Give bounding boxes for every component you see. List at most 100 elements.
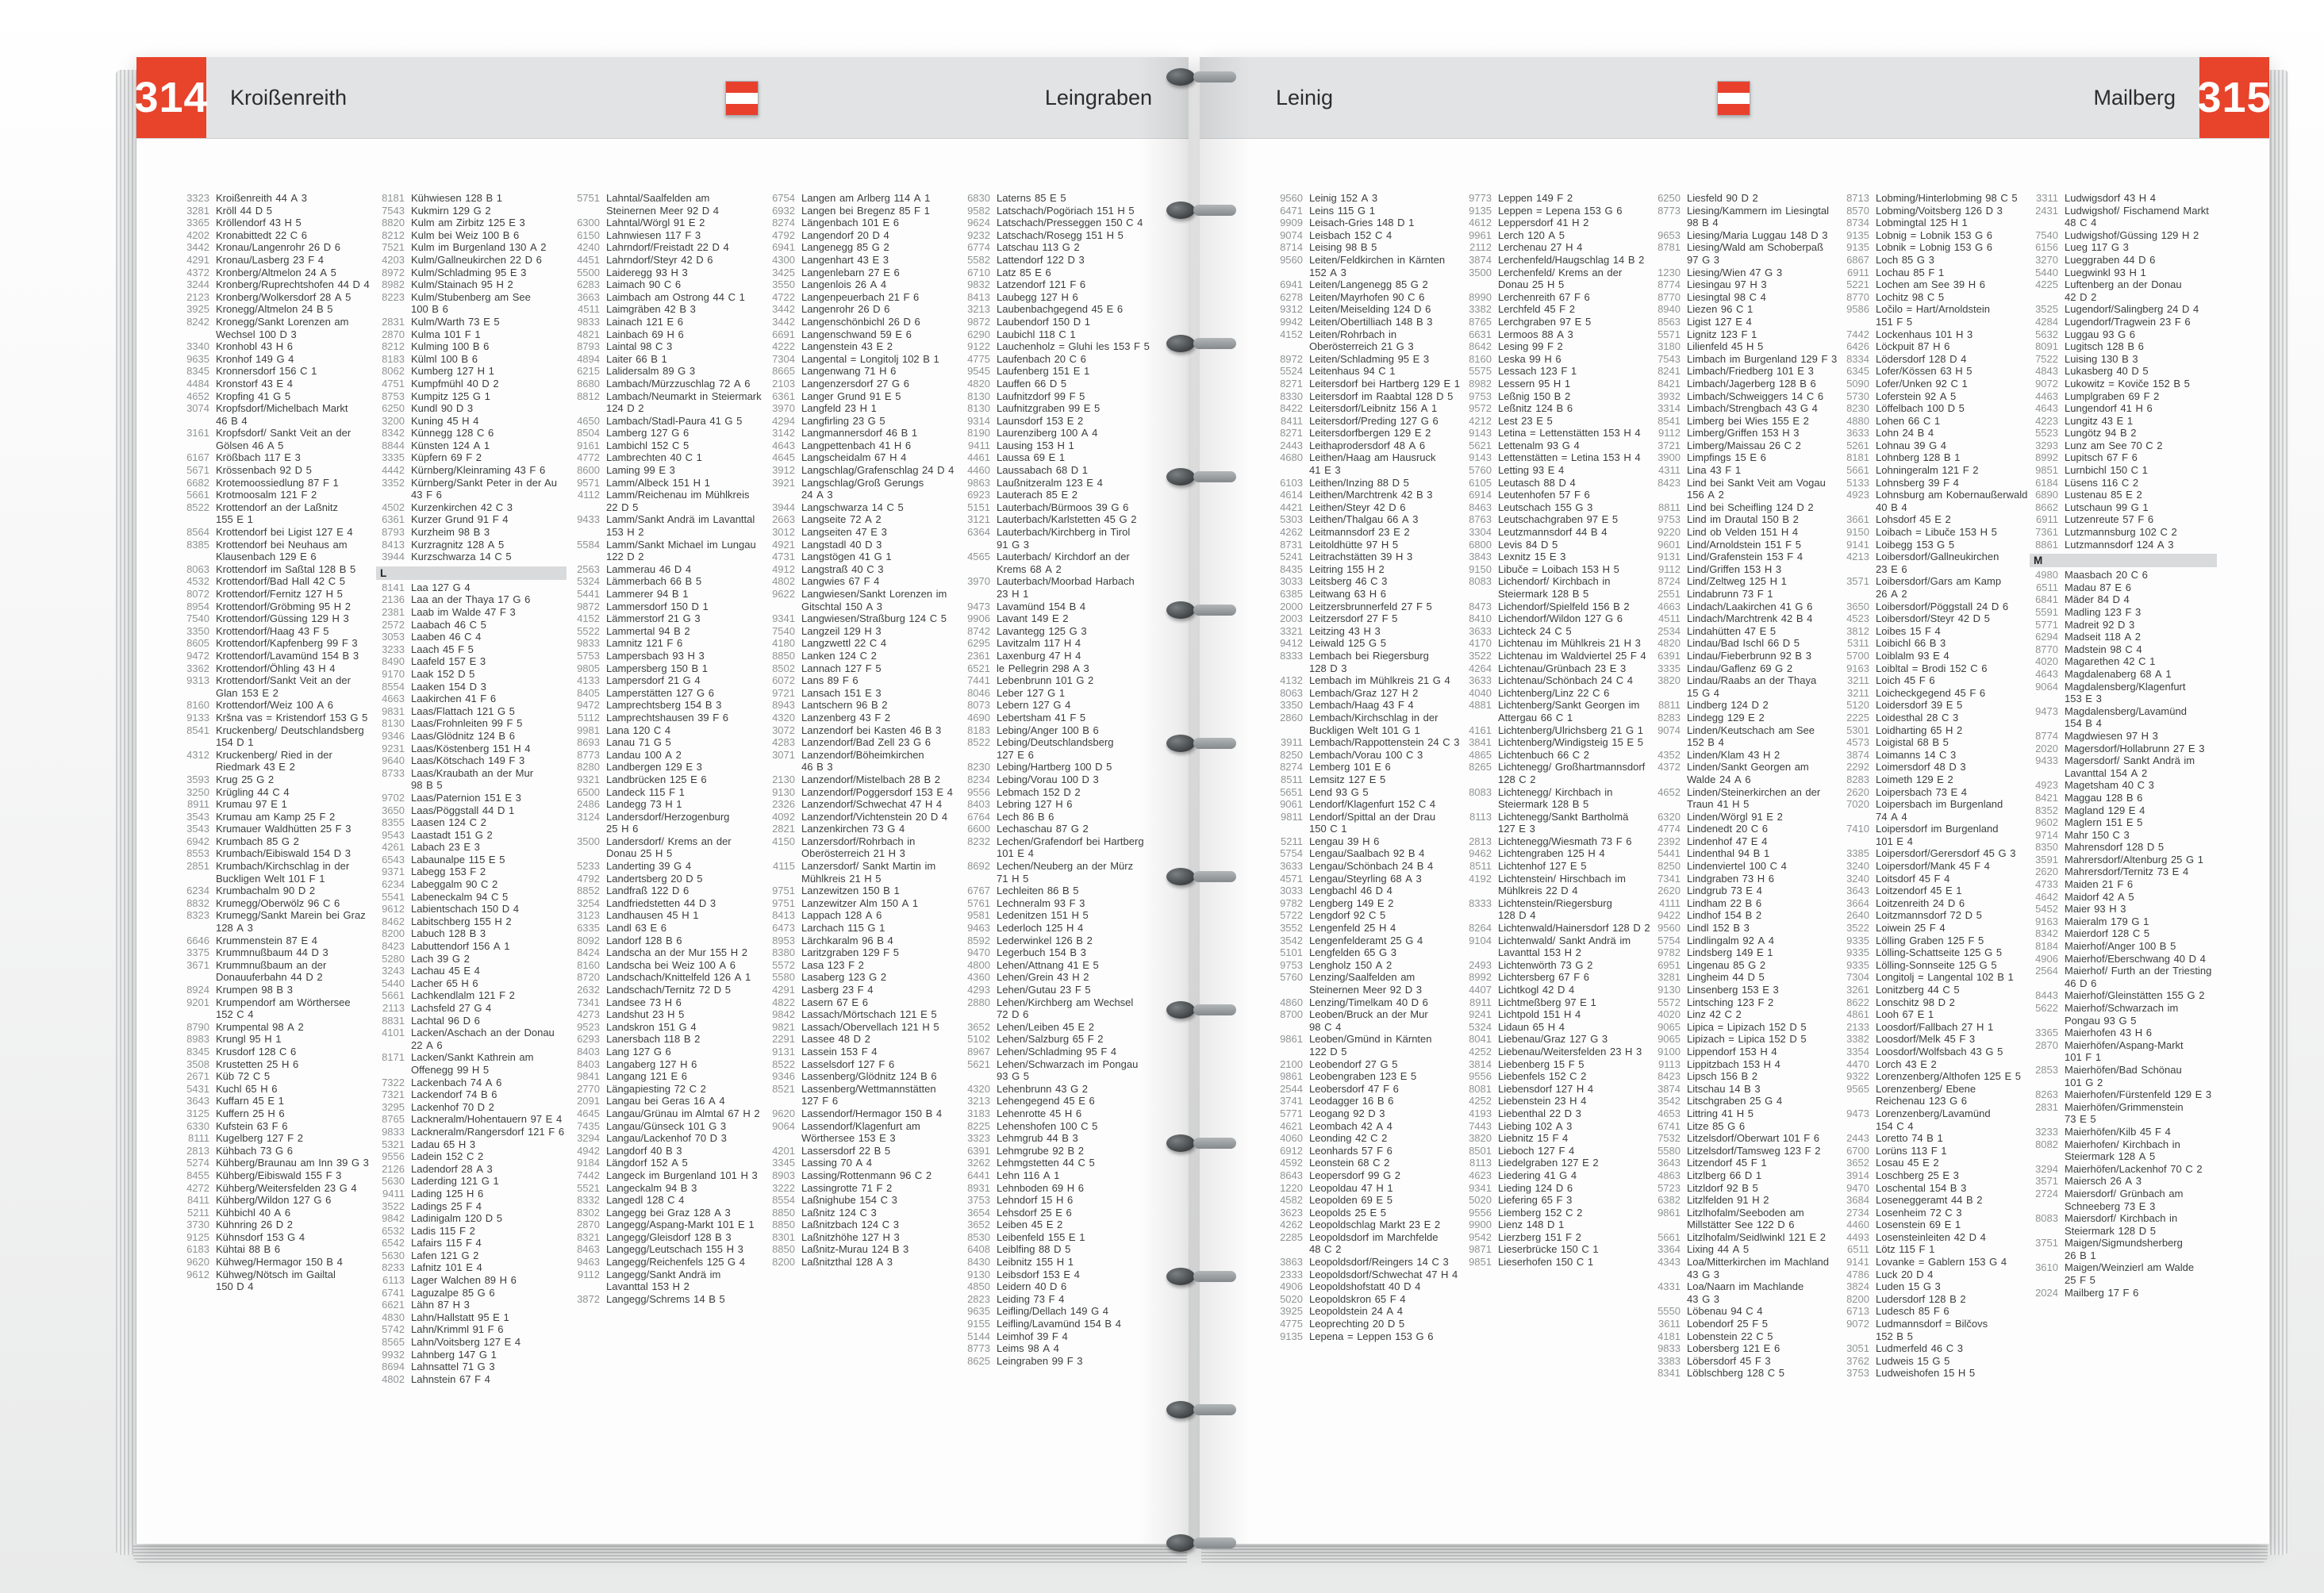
postal-code: 3323 [967, 1132, 990, 1145]
place-name: Lichtenberg/Sankt Georgen im Attergau 66… [1498, 699, 1640, 724]
index-entry: 3211 Loich 45 F 6 [1841, 674, 2028, 687]
postal-code: 2020 [2035, 742, 2058, 754]
place-name: Lofer/Unken 92 C 1 [1876, 377, 1968, 390]
postal-code: 9170 [382, 667, 405, 680]
place-name: Lorüns 113 F 1 [1876, 1144, 1947, 1157]
place-name: Loitzendorf 45 E 1 [1876, 885, 1962, 897]
place-name: Lambrechten 40 C 1 [606, 451, 702, 464]
index-entry: 6473 Larchach 115 G 1 [766, 922, 957, 935]
index-entry: 8622 Lonschitz 98 D 2 [1841, 996, 2028, 1009]
index-entry: 8413 Lappach 128 A 6 [766, 909, 957, 922]
index-entry: 8265 Lichtenegg/ Großhartmannsdorf 128 C … [1463, 761, 1650, 785]
index-entry: 6621 Lähn 87 H 3 [376, 1299, 567, 1311]
index-entry: 2020 Magersdorf/Hollabrunn 27 E 3 [2030, 743, 2217, 755]
postal-code: 9463 [577, 1256, 600, 1269]
index-entry: 8072 Krottendorf/Fernitz 127 H 5 [181, 588, 371, 601]
index-entry: 3812 Loibes 15 F 4 [1841, 625, 2028, 638]
index-entry: 8092 Landorf 128 B 6 [571, 935, 762, 947]
index-entry: 8062 Kumberg 127 H 1 [376, 365, 567, 378]
place-name: Kronberg/Ruprechtshofen 44 D 4 [216, 278, 370, 291]
index-entry: 8403 Lebring 127 H 6 [962, 798, 1152, 811]
place-name: Limbach/Jagerberg 128 B 6 [1687, 377, 1816, 390]
postal-code: 2831 [382, 315, 405, 328]
postal-code: 2326 [772, 798, 795, 811]
index-entry: 9932 Lahnberg 147 G 1 [376, 1349, 567, 1361]
place-name: Langen bei Bregenz 85 F 1 [801, 204, 930, 217]
index-entry: 6682 Krotemoossiedlung 87 F 1 [181, 477, 371, 489]
index-entry: 9753 Leßnig 150 B 2 [1463, 390, 1650, 403]
place-name: Lettenstätten = Letina 153 H 4 [1498, 451, 1641, 464]
place-name: Lengau 39 H 6 [1309, 835, 1380, 847]
index-entry: 3843 Lexnitz 15 E 3 [1463, 551, 1650, 563]
index-entry: 9620 Lassendorf/Hermagor 150 B 4 [766, 1107, 957, 1120]
place-name: Leiblfing 88 D 5 [997, 1243, 1071, 1256]
index-entry: 7321 Lackendorf 74 B 6 [376, 1088, 567, 1101]
index-entry: 3354 Loosdorf/Wolfsbach 43 G 5 [1841, 1046, 2028, 1058]
place-name: Landfraß 122 D 6 [606, 885, 690, 897]
place-name: Lichtenau/Schönbach 24 C 4 [1498, 674, 1633, 687]
index-entry: 4621 Leombach 42 A 4 [1274, 1120, 1462, 1133]
postal-code: 8062 [382, 365, 405, 378]
postal-code: 8422 [1280, 402, 1303, 415]
index-entry: 8212 Kulming 100 B 6 [376, 340, 567, 353]
postal-code: 8264 [1469, 922, 1492, 935]
index-entry: 4680 Leithen/Haag am Hausruck 41 E 3 [1274, 451, 1462, 476]
place-name: Lasberg 23 F 4 [801, 984, 874, 996]
place-name: Leiten/Meiselding 124 D 6 [1309, 303, 1431, 316]
index-entry: 4923 Magetsham 40 C 3 [2030, 779, 2217, 792]
index-entry: 3323 Lehmgrub 44 B 3 [962, 1132, 1152, 1145]
place-name: Löffelbach 100 D 5 [1876, 402, 1965, 415]
place-name: Lauterbach/Moorbad Harbach 23 H 1 [997, 575, 1135, 600]
index-column: 9773 Leppen 149 F 2 9135 Leppen = Lepena 15… [1463, 192, 1650, 1496]
index-entry: 5020 Leopoldskron 65 F 4 [1274, 1293, 1462, 1306]
postal-code: 9635 [186, 352, 209, 365]
place-name: Lederloch 125 H 4 [997, 922, 1084, 935]
place-name: Lindsberg 149 E 1 [1687, 946, 1773, 959]
place-name: Lindenhof 47 E 4 [1687, 835, 1768, 847]
index-entry: 4252 Liebenstein 23 H 4 [1463, 1095, 1650, 1107]
index-entry: 3824 Luden 15 G 3 [1841, 1280, 2028, 1293]
index-entry: 9833 Lainach 121 E 6 [571, 316, 762, 328]
place-name: Leimhof 39 F 4 [997, 1330, 1068, 1342]
postal-code: 9805 [577, 662, 600, 674]
place-name: Leiwald 125 G 5 [1309, 637, 1386, 650]
place-name: Ludesch 85 F 6 [1876, 1305, 1949, 1318]
index-entry: 7341 Lindgraben 73 H 6 [1652, 873, 1839, 885]
postal-code: 9131 [772, 1045, 795, 1058]
postal-code: 3970 [967, 575, 990, 588]
postal-code: 8046 [967, 686, 990, 699]
index-entry: 8990 Lerchenreith 67 F 6 [1463, 291, 1650, 304]
place-name: Kulm/Schladming 95 E 3 [411, 266, 527, 278]
place-name: Leitring 155 H 2 [1309, 562, 1385, 575]
postal-code: 8141 [382, 581, 405, 593]
place-name: Lehmgstetten 44 C 5 [997, 1157, 1095, 1169]
postal-code: 9543 [382, 828, 405, 841]
index-entry: 6911 Lochau 85 F 1 [1841, 267, 2028, 279]
postal-code: 3522 [1846, 922, 1869, 935]
postal-code: 3671 [186, 958, 209, 971]
place-name: Loigistal 68 B 5 [1876, 736, 1949, 749]
place-name: Krumau 97 E 1 [216, 798, 287, 811]
postal-code: 4592 [1280, 1157, 1303, 1169]
index-entry: 5120 Loidersdorf 39 E 5 [1841, 699, 2028, 712]
place-name: Kruckenberg/ Ried in der Riedmark 43 E 2 [216, 748, 332, 773]
postal-code: 8092 [577, 934, 600, 946]
place-name: Leitrachstätten 39 H 3 [1309, 551, 1413, 563]
postal-code: 9155 [967, 1318, 990, 1330]
index-entry: 2572 Laabach 46 C 5 [376, 619, 567, 631]
place-name: Losau 45 E 2 [1876, 1157, 1939, 1169]
place-name: Lassing/Rottenmann 96 C 2 [801, 1169, 932, 1181]
postal-code: 8990 [1469, 290, 1492, 303]
index-entry: 4293 Lehen/Gutau 23 F 5 [962, 984, 1152, 996]
index-entry: 9851 Lieserhofen 150 C 1 [1463, 1256, 1650, 1269]
index-entry: 9113 Lippitzbach 153 H 4 [1652, 1058, 1839, 1071]
index-entry: 3240 Loipersdorf/Mank 45 F 4 [1841, 860, 2028, 873]
place-name: Landsee 73 H 6 [606, 996, 682, 1008]
place-name: Laabach 46 C 5 [411, 618, 486, 631]
index-entry: 3633 Lichtenau/Schönbach 24 C 4 [1463, 674, 1650, 687]
index-entry: 3721 Limberg/Maissau 26 C 2 [1652, 440, 1839, 452]
index-entry: 9072 Lukowitz = Koviče 152 B 5 [2030, 378, 2217, 390]
place-name: Lavitzalm 117 H 4 [997, 637, 1081, 650]
index-entry: 4203 Kulm/Gallneukirchen 22 D 6 [376, 254, 567, 267]
index-entry: 6713 Ludesch 85 F 6 [1841, 1305, 2028, 1318]
